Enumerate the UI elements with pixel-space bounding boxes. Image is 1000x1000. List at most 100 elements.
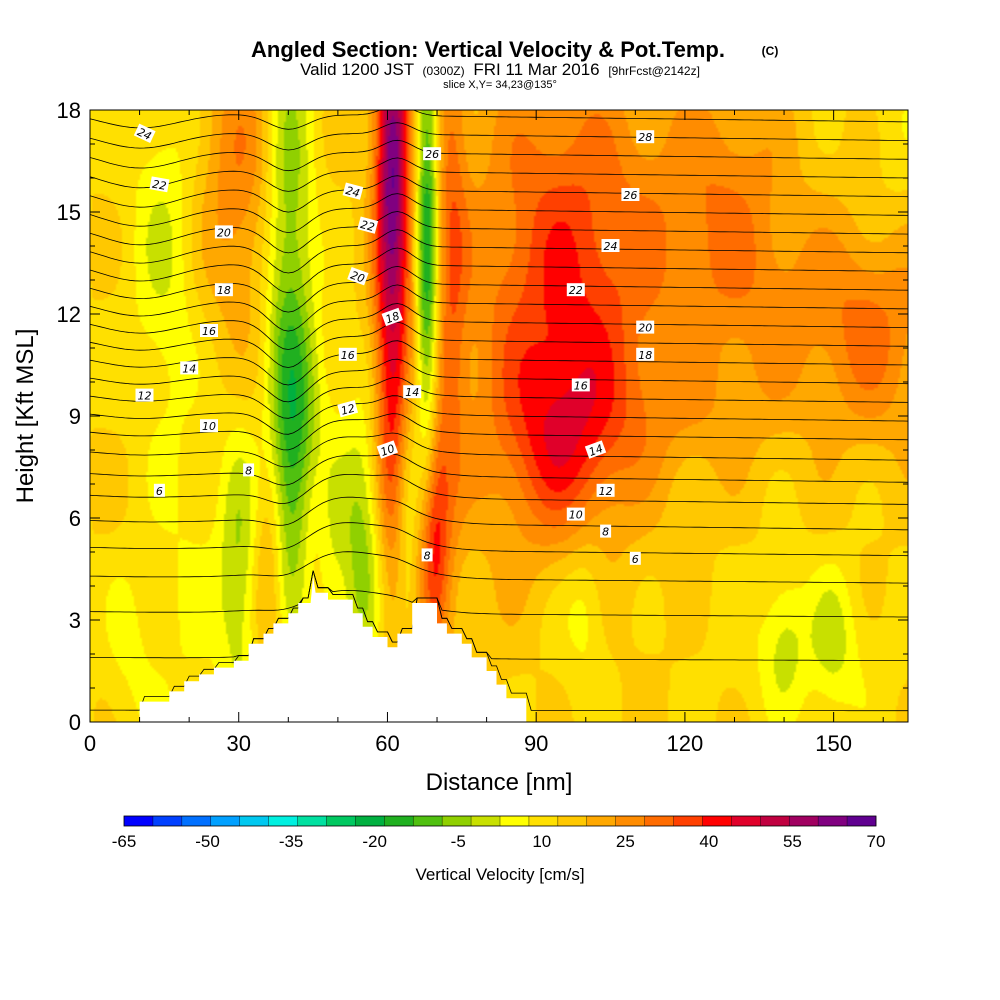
colorbar-swatch <box>124 816 154 826</box>
contour-label-bg <box>337 400 359 418</box>
colorbar-swatch <box>673 816 703 826</box>
contour-label-text: 18 <box>217 284 231 297</box>
contour-label-text: 8 <box>245 464 252 477</box>
contour-label: 20 <box>347 266 369 286</box>
contour-label-text: 20 <box>217 226 231 239</box>
contour-label: 18 <box>381 307 403 327</box>
contour-label-bg <box>342 182 364 200</box>
contour-label-text: 24 <box>135 125 153 143</box>
contour-label-bg <box>347 266 369 286</box>
contour-label-bg <box>566 507 585 521</box>
contour-label-bg <box>135 388 154 402</box>
colorbar-swatch <box>210 816 240 826</box>
valid-utc: (0300Z) <box>423 64 465 78</box>
colorbar-swatch <box>384 816 414 826</box>
isentrope-line <box>90 321 908 368</box>
chart-title-units: (C) <box>762 44 779 58</box>
contour-label-text: 16 <box>341 349 355 362</box>
contour-label-text: 8 <box>424 549 431 562</box>
isentrope-line <box>90 551 908 584</box>
y-tick-label: 0 <box>69 710 81 735</box>
x-tick-label: 60 <box>375 731 399 756</box>
axes: 0 30 60 90 120 150 0 3 6 9 12 15 18 <box>57 98 908 756</box>
isentrope-line <box>90 522 908 557</box>
isentrope-line <box>90 358 908 403</box>
valid-time-line: Valid 1200 JST (0300Z) FRI 11 Mar 2016 [… <box>300 60 700 79</box>
contour-label: 20 <box>636 320 655 335</box>
chart-title: Angled Section: Vertical Velocity & Pot.… <box>251 37 725 62</box>
contour-label-text: 28 <box>638 131 652 144</box>
forecast-info: [9hrFcst@2142z] <box>608 64 700 78</box>
contour-label: 26 <box>621 188 640 202</box>
contour-label: 6 <box>629 551 641 566</box>
contour-label-text: 16 <box>574 379 588 392</box>
x-axis-label: Distance [nm] <box>426 769 573 796</box>
colorbar-swatch <box>268 816 298 826</box>
contour-label-text: 10 <box>202 420 216 433</box>
contour-label: 14 <box>584 440 607 459</box>
colorbar-tick-label: 25 <box>616 832 635 851</box>
colorbar-swatch <box>644 816 674 826</box>
isentrope-line <box>90 122 908 151</box>
contour-label: 10 <box>376 440 399 459</box>
colorbar-swatch <box>557 816 588 826</box>
contour-label-text: 6 <box>156 485 163 498</box>
contour-label: 22 <box>357 216 379 234</box>
contour-label: 24 <box>342 182 364 200</box>
colorbar-tick-label: 40 <box>699 832 718 851</box>
contour-label-text: 14 <box>405 386 419 399</box>
x-tick-label: 30 <box>226 731 250 756</box>
isentrope-line <box>90 157 908 192</box>
contour-label: 18 <box>636 347 655 362</box>
y-tick-label: 12 <box>57 302 81 327</box>
contour-label-bg <box>421 548 433 562</box>
contour-label: 26 <box>423 147 442 161</box>
contour-label-text: 20 <box>638 322 652 335</box>
contour-label-bg <box>200 324 218 337</box>
contour-label-bg <box>381 307 403 327</box>
contour-label-bg <box>636 347 655 361</box>
contour-label: 12 <box>596 483 615 498</box>
contour-label-bg <box>200 419 218 433</box>
colorbar: -65 -50 -35 -20 -5 10 25 40 55 70 <box>112 815 886 851</box>
contour-label: 24 <box>601 239 620 253</box>
contour-label-bg <box>600 524 612 538</box>
contour-label-bg <box>636 130 655 144</box>
y-tick-label: 3 <box>69 608 81 633</box>
contour-label-bg <box>214 283 233 297</box>
colorbar-swatch <box>442 816 472 826</box>
x-tick-label: 0 <box>84 731 96 756</box>
colorbar-swatch <box>413 816 443 826</box>
contour-label-bg <box>153 483 165 497</box>
contour-label: 8 <box>243 463 255 477</box>
terrain-profile <box>90 575 908 722</box>
contour-label-text: 18 <box>384 309 402 326</box>
contour-label-text: 24 <box>344 184 361 200</box>
contour-label-text: 16 <box>202 325 216 338</box>
isentrope-line <box>90 303 908 350</box>
valid-date: FRI 11 Mar 2016 <box>473 60 599 79</box>
isentrope-line <box>90 496 908 531</box>
colorbar-swatch <box>818 816 848 826</box>
contour-label-bg <box>214 225 233 239</box>
isentrope-line <box>90 229 908 274</box>
isentrope-line <box>90 432 908 468</box>
isentrope-line <box>90 570 908 661</box>
contour-label-text: 20 <box>349 269 367 286</box>
colorbar-swatch <box>297 816 327 826</box>
colorbar-swatch <box>471 816 501 826</box>
slice-info: slice X,Y= 34,23@135° <box>443 79 557 91</box>
contour-label-bg <box>566 283 585 297</box>
isentrope-line <box>90 284 908 332</box>
colorbar-swatch <box>731 816 761 826</box>
contour-label-text: 22 <box>151 178 167 193</box>
colorbar-swatch <box>355 816 385 826</box>
colorbar-tick-label: -65 <box>112 832 137 851</box>
isentrope-line <box>90 193 908 234</box>
contour-label-text: 18 <box>638 349 652 362</box>
contour-label-bg <box>571 378 590 392</box>
x-tick-label: 90 <box>524 731 548 756</box>
colorbar-tick-label: 70 <box>867 832 886 851</box>
contour-label-bg <box>621 188 640 201</box>
colorbar-swatch <box>615 816 645 826</box>
